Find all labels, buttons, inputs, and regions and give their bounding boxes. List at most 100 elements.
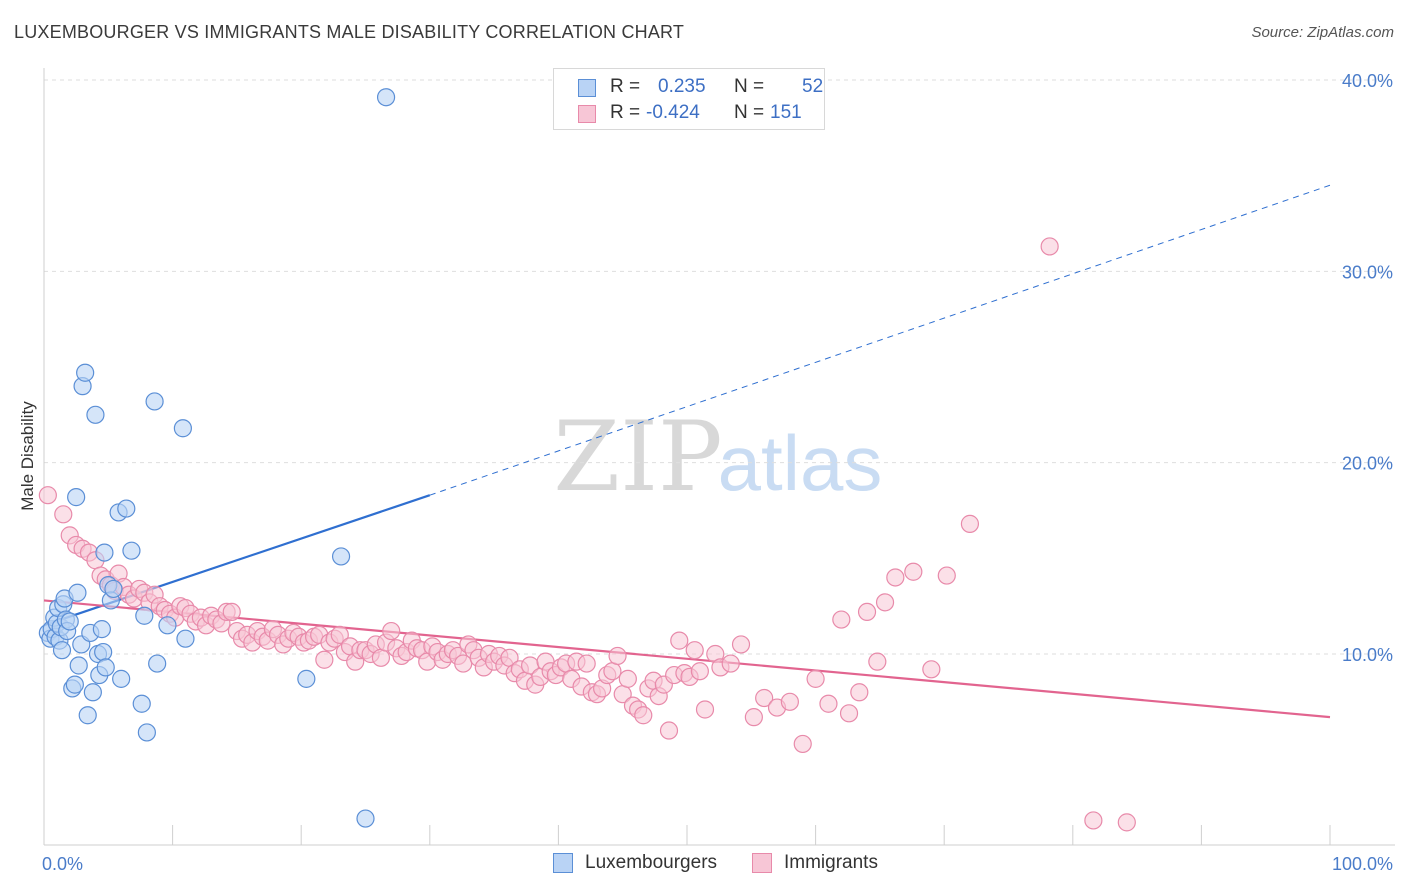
immigrants-point [857,602,877,622]
immigrants-point [731,635,751,654]
luxembourgers-point [67,488,86,507]
luxembourgers-point [137,723,156,742]
luxembourgers-points [38,88,396,828]
luxembourgers-trend-extension [429,184,1331,496]
immigrants-point [382,621,401,641]
watermark-zip: ZIP [553,401,722,513]
immigrants-point [690,662,709,681]
grid-lines [44,79,1395,655]
y-tick-label: 10.0% [1342,645,1393,665]
immigrants-point [371,648,391,667]
luxembourgers-point [117,499,136,518]
immigrants-point [1040,237,1059,256]
immigrants-point [937,566,956,585]
y-tick-label: 20.0% [1342,454,1393,474]
luxembourgers-point [92,620,111,639]
immigrants-point [780,692,799,711]
bottom-legend-label: Immigrants [784,852,878,873]
luxembourgers-point [122,541,141,560]
x-tick-label: 100.0% [1332,854,1393,874]
immigrants-point [1117,813,1136,832]
immigrants-point [54,505,73,524]
bottom-legend-swatch-pink [752,853,772,873]
legend-r-label: R = [610,102,641,123]
chart-title: LUXEMBOURGER VS IMMIGRANTS MALE DISABILI… [14,22,685,42]
tick-labels: 10.0% 20.0% 30.0% 40.0% 0.0% 100.0% [42,71,1393,874]
immigrants-point [685,641,704,660]
luxembourgers-point [68,583,87,602]
legend-n-value: 52 [802,76,824,97]
legend-n-value: 151 [770,102,802,123]
legend-r-value: 0.235 [658,76,706,97]
immigrants-point [922,660,941,679]
y-tick-label: 30.0% [1342,262,1393,282]
legend-n-label: N = [734,76,765,97]
immigrants-point [806,669,825,688]
source-label: Source: ZipAtlas.com [1251,24,1394,41]
luxembourgers-point [83,683,102,702]
immigrants-point [839,704,859,723]
immigrants-point [755,688,774,708]
luxembourgers-point [76,363,95,382]
luxembourgers-point [176,629,195,648]
luxembourgers-point [135,606,154,625]
luxembourgers-point [94,642,113,662]
luxembourgers-point [104,579,123,599]
luxembourgers-point [297,669,316,688]
immigrants-point [222,602,241,622]
immigrants-point [608,646,627,666]
immigrants-point [721,654,740,673]
immigrants-point [868,652,887,671]
luxembourgers-point [331,547,351,566]
immigrants-point [832,610,851,629]
immigrants-point [695,700,715,719]
immigrants-trend-line [43,599,1331,719]
immigrants-point [886,568,905,587]
luxembourgers-point [356,809,375,828]
legend-swatch-blue [578,79,596,97]
immigrants-point [659,721,679,740]
bottom-legend-label: Luxembourgers [585,852,718,873]
immigrants-point [1084,811,1103,830]
legend-r-value: -0.424 [646,102,700,123]
immigrants-point [38,486,57,505]
immigrants-point [793,734,812,754]
luxembourgers-point [52,641,72,660]
immigrants-point [330,625,349,644]
immigrants-point [904,562,923,581]
immigrants-point [634,706,653,725]
watermark: ZIP atlas [553,401,882,513]
luxembourgers-point [148,654,167,673]
immigrants-point [744,708,763,727]
luxembourgers-point [132,694,151,713]
immigrants-point [819,694,838,713]
luxembourgers-point [173,419,192,438]
immigrants-point [670,631,689,650]
immigrants-point [960,514,980,533]
legend-swatch-pink [578,105,596,123]
legend-row-immigrants: R = -0.424 N = 151 [554,101,824,127]
immigrants-point [577,654,596,673]
luxembourgers-point [78,706,97,725]
immigrants-point [850,683,869,702]
luxembourgers-point [65,675,84,694]
immigrants-point [315,650,334,669]
immigrants-point [603,662,622,681]
immigrants-points [38,237,1136,832]
luxembourgers-point [158,616,177,635]
luxembourgers-point [96,658,115,677]
luxembourgers-point [112,669,131,688]
legend-r-label: R = [610,76,641,97]
luxembourgers-point [69,656,88,675]
luxembourgers-point [376,88,396,107]
legend-n-label: N = [734,102,765,123]
axes [43,68,1395,846]
x-tick-label: 0.0% [42,854,83,874]
luxembourgers-point [145,392,164,411]
immigrants-point [618,669,637,688]
luxembourgers-point [86,405,105,424]
luxembourgers-point [95,543,114,562]
y-tick-label: 40.0% [1342,71,1393,91]
luxembourgers-point [60,612,79,631]
